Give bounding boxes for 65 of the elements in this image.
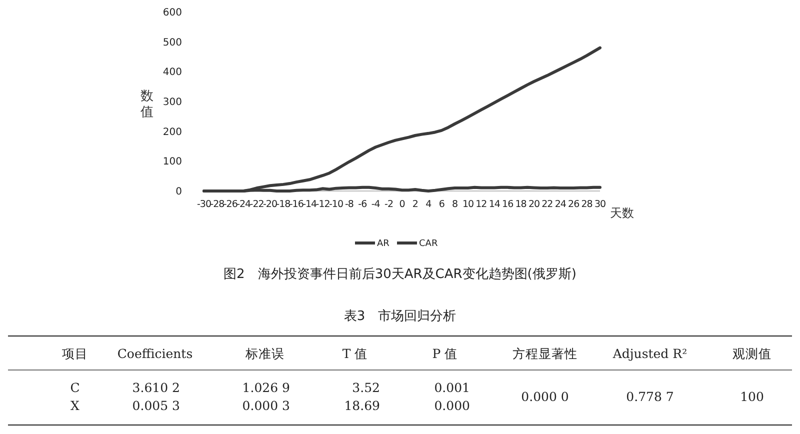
x-tick-label: 12 bbox=[476, 199, 488, 210]
x-tick-label: -10 bbox=[328, 199, 344, 210]
text: 0.778 7 bbox=[626, 389, 674, 404]
category-label: 方程显著性 bbox=[512, 346, 578, 361]
y-tick-label: 500 bbox=[162, 37, 182, 48]
y-axis-title: 数值 bbox=[140, 89, 154, 120]
y-tick-label: 400 bbox=[162, 67, 182, 78]
x-tick-label: 24 bbox=[554, 199, 566, 210]
x-tick-label: 14 bbox=[488, 199, 500, 210]
x-tick-label: 20 bbox=[528, 199, 540, 210]
y-tick-label: 100 bbox=[162, 156, 182, 168]
x-tick-label: -14 bbox=[302, 199, 318, 210]
x-tick-label: 6 bbox=[438, 199, 445, 210]
text: C bbox=[70, 380, 80, 395]
text: 0.005 3 bbox=[132, 398, 180, 413]
x-tick-label: -24 bbox=[236, 199, 252, 210]
x-tick-label: 16 bbox=[502, 199, 514, 210]
text: X bbox=[70, 398, 80, 413]
x-tick-label: -22 bbox=[250, 199, 264, 210]
x-tick-label: -30 bbox=[196, 199, 212, 210]
x-tick-label: -8 bbox=[344, 199, 354, 210]
x-tick-label: 26 bbox=[568, 199, 580, 210]
category-label: 项目 bbox=[62, 346, 88, 361]
text: 0.001 bbox=[434, 380, 470, 395]
x-tick-label: 28 bbox=[581, 199, 593, 210]
category-label: Adjusted R² bbox=[612, 346, 688, 361]
x-tick-label: -4 bbox=[371, 199, 380, 210]
x-tick-label: -16 bbox=[289, 199, 304, 210]
x-tick-label: 2 bbox=[412, 199, 418, 210]
text: 3.610 2 bbox=[132, 380, 180, 395]
legend-label: CAR bbox=[419, 239, 438, 250]
category-label: Coefficients bbox=[117, 346, 193, 361]
x-axis-title: 天数 bbox=[610, 206, 634, 220]
text: 100 bbox=[740, 389, 764, 404]
text: 3.52 bbox=[352, 380, 380, 395]
legend-label: AR bbox=[377, 239, 390, 250]
x-tick-label: -20 bbox=[262, 199, 278, 210]
text: 18.69 bbox=[344, 398, 380, 413]
text: 1.026 9 bbox=[242, 380, 290, 395]
category-label: T 值 bbox=[342, 346, 368, 361]
x-tick-label: -18 bbox=[276, 199, 291, 210]
text: 0.000 0 bbox=[521, 389, 569, 404]
x-tick-label: -2 bbox=[384, 199, 394, 210]
text: 0.000 3 bbox=[242, 398, 290, 413]
category-label: P 值 bbox=[432, 346, 458, 361]
x-tick-label: 10 bbox=[462, 199, 474, 210]
y-tick-label: 200 bbox=[162, 126, 182, 138]
y-tick-label: 300 bbox=[162, 97, 182, 108]
y-tick-label: 0 bbox=[176, 186, 182, 198]
x-tick-label: 0 bbox=[399, 199, 406, 210]
x-tick-label: 30 bbox=[594, 199, 606, 210]
text: 表3 市场回归分析 bbox=[344, 309, 456, 324]
x-tick-label: 8 bbox=[452, 199, 458, 210]
x-tick-label: -26 bbox=[223, 199, 238, 210]
x-tick-label: 22 bbox=[542, 199, 554, 210]
text: 图2 海外投资事件日前后30天AR及CAR变化趋势图(俄罗斯) bbox=[224, 267, 576, 282]
x-tick-label: -12 bbox=[316, 199, 330, 210]
category-label: 标准误 bbox=[244, 346, 284, 361]
x-tick-label: 18 bbox=[515, 199, 527, 210]
x-tick-label: -28 bbox=[210, 199, 225, 210]
x-tick-label: 4 bbox=[426, 199, 432, 210]
text: 0.000 bbox=[434, 398, 470, 413]
y-tick-label: 600 bbox=[162, 8, 182, 18]
category-label: 观测值 bbox=[732, 346, 772, 361]
x-tick-label: -6 bbox=[358, 199, 368, 210]
